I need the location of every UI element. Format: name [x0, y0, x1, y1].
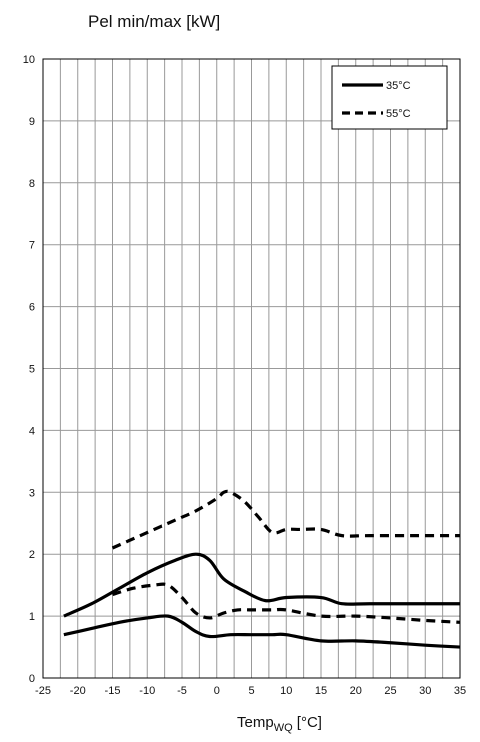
y-tick-label: 6 — [29, 302, 35, 314]
x-axis-label-unit: [°C] — [293, 714, 322, 731]
series-1-line-min — [63, 614, 461, 649]
x-tick-label: 0 — [214, 685, 220, 697]
x-axis-label-sub: WQ — [274, 722, 293, 734]
x-tick-label: 10 — [280, 685, 292, 697]
x-tick-label: -25 — [35, 685, 51, 697]
x-tick-label: 25 — [384, 685, 396, 697]
y-tick-label: 1 — [29, 611, 35, 623]
series-1-line-max — [63, 552, 460, 618]
y-tick-label: 10 — [23, 54, 35, 66]
legend-box — [331, 65, 448, 130]
y-tick-label: 0 — [29, 673, 35, 685]
series-2-line-max — [111, 489, 460, 550]
legend-label-2: 55°C — [386, 108, 411, 120]
y-tick-label: 7 — [29, 240, 35, 252]
y-tick-label: 4 — [29, 425, 35, 437]
y-tick-label: 2 — [29, 549, 35, 561]
x-tick-label: -20 — [70, 685, 86, 697]
plot-frame — [42, 58, 461, 679]
x-tick-label: 35 — [454, 685, 466, 697]
x-tick-label: 15 — [315, 685, 327, 697]
y-tick-label: 5 — [29, 364, 35, 376]
series-2-line-min — [112, 582, 461, 624]
legend: 35°C 55°C — [331, 65, 448, 130]
y-tick-label: 8 — [29, 178, 35, 190]
x-tick-label: 30 — [419, 685, 431, 697]
x-tick-label: -10 — [139, 685, 155, 697]
x-tick-label: -15 — [105, 685, 121, 697]
legend-label-1: 35°C — [386, 80, 411, 92]
x-axis-label-main: Temp — [237, 714, 274, 731]
series-lines — [63, 489, 461, 649]
y-tick-label: 9 — [29, 116, 35, 128]
tick-labels: -25 -20 -15 -10 -5 0 5 10 15 20 25 30 35 0 1 2 3 4 5 6 7 8 9 10 — [23, 54, 466, 697]
x-tick-label: 5 — [248, 685, 254, 697]
y-tick-label: 3 — [29, 487, 35, 499]
x-tick-label: -5 — [177, 685, 187, 697]
x-tick-label: 20 — [350, 685, 362, 697]
x-axis-label: TempWQ [°C] — [237, 714, 322, 734]
grid — [42, 58, 461, 679]
chart-title: Pel min/max [kW] — [88, 12, 220, 31]
